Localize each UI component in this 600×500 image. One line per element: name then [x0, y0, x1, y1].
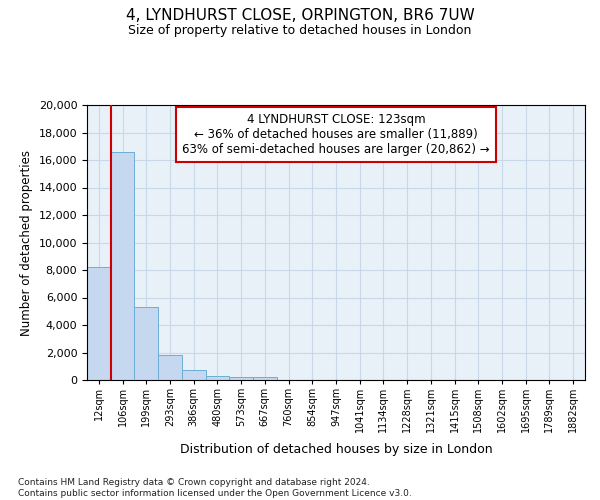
Bar — [206, 376, 229, 380]
Text: Contains HM Land Registry data © Crown copyright and database right 2024.
Contai: Contains HM Land Registry data © Crown c… — [18, 478, 412, 498]
Text: 4, LYNDHURST CLOSE, ORPINGTON, BR6 7UW: 4, LYNDHURST CLOSE, ORPINGTON, BR6 7UW — [125, 8, 475, 22]
Bar — [158, 354, 182, 380]
Text: Size of property relative to detached houses in London: Size of property relative to detached ho… — [128, 24, 472, 37]
Text: 4 LYNDHURST CLOSE: 123sqm
← 36% of detached houses are smaller (11,889)
63% of s: 4 LYNDHURST CLOSE: 123sqm ← 36% of detac… — [182, 114, 490, 156]
Bar — [253, 377, 277, 380]
Bar — [87, 267, 111, 380]
Bar — [229, 376, 253, 380]
Bar — [182, 370, 206, 380]
Text: Distribution of detached houses by size in London: Distribution of detached houses by size … — [179, 442, 493, 456]
Bar — [134, 307, 158, 380]
Y-axis label: Number of detached properties: Number of detached properties — [20, 150, 33, 336]
Bar — [111, 152, 134, 380]
